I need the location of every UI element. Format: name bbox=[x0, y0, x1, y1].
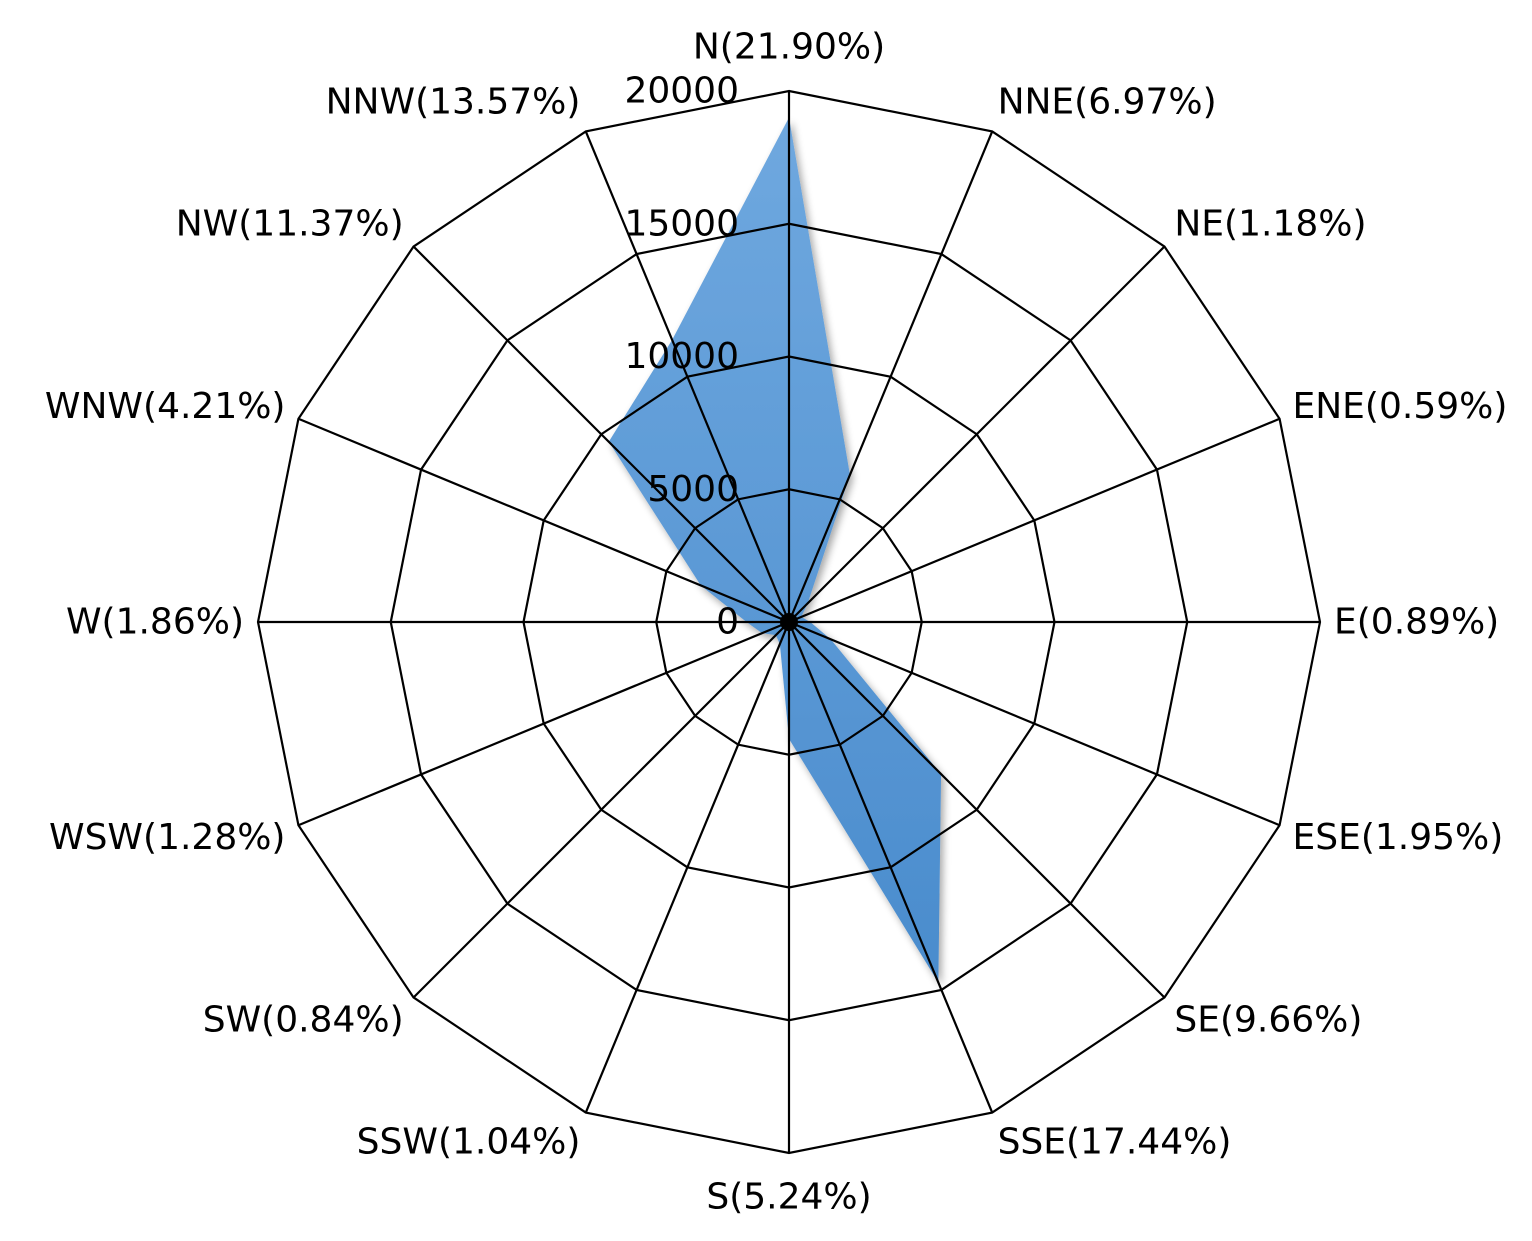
tick-label: 5000 bbox=[647, 469, 739, 510]
category-label: S(5.24%) bbox=[706, 1177, 871, 1218]
tick-label: 15000 bbox=[624, 203, 739, 244]
spoke-10 bbox=[412, 621, 790, 999]
series-area bbox=[608, 117, 942, 983]
category-label: SE(9.66%) bbox=[1174, 1000, 1362, 1041]
category-label: SSE(17.44%) bbox=[998, 1122, 1232, 1163]
category-label: SSW(1.04%) bbox=[357, 1122, 581, 1163]
category-label: NE(1.18%) bbox=[1174, 203, 1366, 244]
spoke-2 bbox=[788, 245, 1166, 623]
data-area-layer bbox=[608, 117, 942, 983]
category-label: SW(0.84%) bbox=[203, 1000, 404, 1041]
spoke-3 bbox=[788, 417, 1281, 624]
category-label: NNE(6.97%) bbox=[998, 81, 1217, 122]
category-label: ENE(0.59%) bbox=[1293, 386, 1508, 427]
spoke-11 bbox=[297, 620, 790, 827]
tick-label: 20000 bbox=[624, 71, 739, 112]
spoke-9 bbox=[584, 621, 791, 1114]
category-label: W(1.86%) bbox=[66, 602, 244, 643]
grid-layer bbox=[256, 89, 1322, 1155]
category-label: N(21.90%) bbox=[693, 27, 885, 68]
category-label-layer: N(21.90%) NNE(6.97%) NE(1.18%) ENE(0.59%) E(… bbox=[45, 27, 1507, 1218]
spoke-1 bbox=[787, 130, 994, 623]
category-label: WNW(4.21%) bbox=[45, 386, 286, 427]
center-dot bbox=[780, 613, 798, 631]
spoke-7 bbox=[787, 621, 994, 1114]
spoke-13 bbox=[297, 417, 790, 624]
spoke-15 bbox=[584, 130, 791, 623]
category-label: WSW(1.28%) bbox=[49, 817, 286, 858]
category-label: E(0.89%) bbox=[1334, 602, 1499, 643]
category-label: NNW(13.57%) bbox=[326, 81, 581, 122]
spoke-14 bbox=[412, 245, 790, 623]
spoke-5 bbox=[788, 620, 1281, 827]
tick-label: 10000 bbox=[624, 336, 739, 377]
tick-label: 0 bbox=[716, 602, 739, 643]
category-label: ESE(1.95%) bbox=[1293, 817, 1504, 858]
category-label: NW(11.37%) bbox=[176, 203, 404, 244]
spoke-6 bbox=[788, 621, 1166, 999]
tick-label-layer: 0 5000 10000 15000 20000 bbox=[624, 71, 739, 643]
